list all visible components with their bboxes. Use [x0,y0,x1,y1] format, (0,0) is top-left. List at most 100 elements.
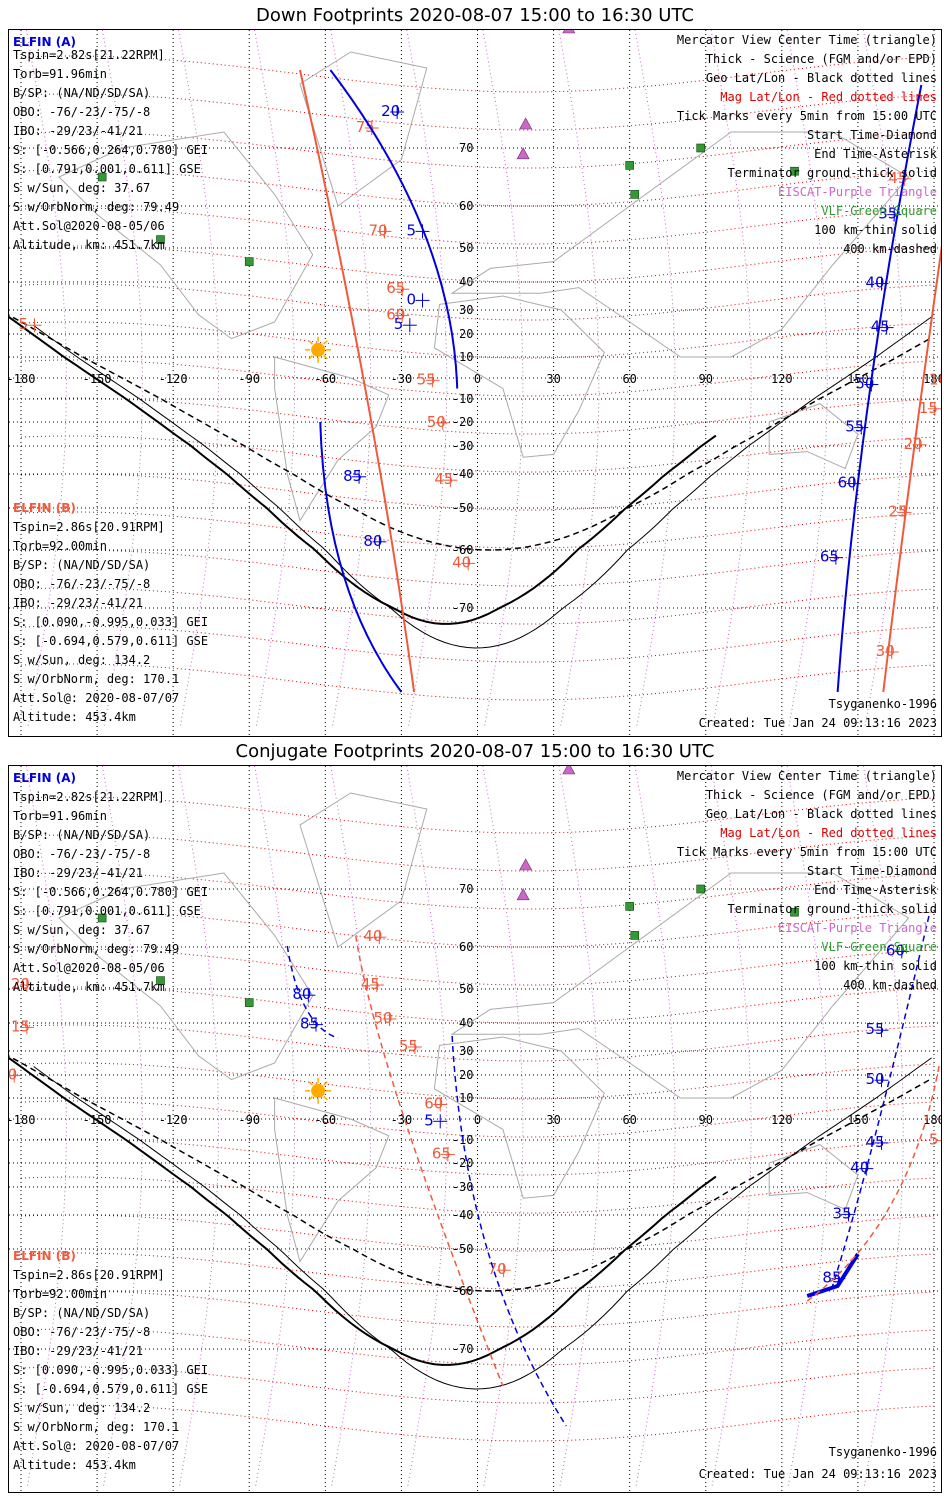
elfin-b-track-label: 55 [417,370,436,388]
mag-lat-line [20,207,935,245]
square-icon [630,190,640,199]
lon-tick-label: -180 [9,372,35,386]
elfin-a-track-label: 5 [406,221,416,239]
elfin-b-track-label: 25 [888,502,907,520]
elfin-a-path [286,945,339,1039]
triangle-icon [562,766,576,775]
elfin-a-s-orb: S w/OrbNorm, deg: 79.49 [13,200,180,214]
lat-tick-label: -50 [452,1242,474,1256]
elfin-b-track-label: 40 [363,927,382,945]
panel-title-down: Down Footprints 2020-08-07 15:00 to 16:3… [256,5,694,26]
elfin-a-s-sun: S w/Sun, deg: 37.67 [13,923,151,937]
mag-lat-line [20,435,935,473]
coastline [274,1097,390,1263]
elfin-b-alt: Altitude: 453.4km [13,710,136,724]
elfin-a-track-label: 60 [838,474,857,492]
coastline [58,872,314,1081]
lat-tick-label: 40 [459,1016,473,1030]
elfin-b-attsol: Att.Sol@: 2020-08-07/07 [13,1439,180,1453]
lon-tick-label: 30 [546,372,560,386]
footer-model: Tsyganenko-1996 [828,697,937,711]
elfin-b-ibo: IBO: -29/23/-41/21 [13,596,144,610]
mag-lat-line [20,587,935,625]
elfin-b-track-label: 40 [452,553,471,571]
elfin-a-track-label: 85 [822,1269,841,1287]
elfin-b-bsp: B/SP: (NA/ND/SD/SA) [13,558,151,572]
mag-lon-line [330,766,372,1487]
lon-tick-label: -60 [314,1113,336,1127]
elfin-b-tspin: Tspin=2.86s[20.91RPM] [13,520,165,534]
elfin-a-tspin: Tspin=2.82s[21.22RPM] [13,790,165,804]
square-icon [625,902,634,911]
legend-line-2: Thick - Science (FGM and/or EPD) [705,52,937,66]
square-icon [156,235,165,244]
lon-tick-label: 0 [474,372,481,386]
coastline [299,51,428,207]
lat-tick-label: -70 [452,601,474,615]
elfin-b-path [806,1065,940,1302]
elfin-a-s-gei: S: [-0.566,0.264,0.780] GEI [13,143,209,157]
terminator-100km [33,316,932,649]
elfin-b-track-label: 75 [356,118,375,136]
elfin-a-track-label: 40 [866,274,885,292]
elfin-a-torb: Torb=91.96min [13,809,107,823]
elfin-b-path [882,245,941,693]
elfin-a-path [319,421,403,693]
sun-icon [305,1077,332,1104]
elfin-b-s-gei: S: [0.090,-0.995,0.033] GEI [13,1363,209,1377]
square-icon [97,913,107,923]
elfin-b-s-orb: S w/OrbNorm, deg: 170.1 [13,1420,180,1434]
elfin-a-name: ELFIN (A) [13,35,76,49]
elfin-a-s-gse: S: [0.791,0.001,0.611] GSE [13,162,201,176]
elfin-a-obo: OBO: -76/-23/-75/-8 [13,105,151,119]
triangle-icon [562,30,576,34]
elfin-a-track-label: 50 [866,1070,885,1088]
elfin-b-path [355,935,504,1387]
elfin-a-path [831,915,930,1287]
terminator-100km [33,1057,932,1390]
elfin-b-track-label: 10 [9,1066,17,1084]
lat-tick-label: -60 [452,1284,474,1298]
elfin-a-info-2: ELFIN (A) Tspin=2.82s[21.22RPM] Torb=91.… [13,772,208,994]
mag-lon-line [482,30,524,727]
elfin-a-alt: Altitude, km: 451.7km [13,238,165,252]
elfin-b-s-gei: S: [0.090,-0.995,0.033] GEI [13,615,209,629]
elfin-b-track-label: 45 [361,975,380,993]
elfin-a-track-label: 65 [820,548,839,566]
lat-tick-label: -60 [452,543,474,557]
mag-lat-line [20,1024,935,1062]
lon-tick-label: 90 [699,1113,713,1127]
elfin-a-track-label: 5 [424,1111,434,1129]
legend-line-8: Terminator ground-thick solid [727,166,937,180]
lat-tick-label: -70 [452,1342,474,1356]
footer-model: Tsyganenko-1996 [828,1445,937,1459]
elfin-a-attsol: Att.Sol@2020-08-05/06 [13,961,165,975]
lon-tick-label: -120 [159,372,188,386]
legend-line-12: 400 km-dashed [843,242,937,256]
legend-line-2: Thick - Science (FGM and/or EPD) [705,788,937,802]
elfin-b-track-label: 45 [434,470,453,488]
lon-tick-label: -180 [9,1113,35,1127]
elfin-a-tspin: Tspin=2.82s[21.22RPM] [13,48,165,62]
elfin-b-obo: OBO: -76/-23/-75/-8 [13,1325,151,1339]
legend: Mercator View Center Time (triangle) Thi… [677,34,937,256]
mag-lat-line [20,1252,935,1290]
mag-lat-line [20,872,935,910]
elfin-a-track-label: 80 [363,532,382,550]
elfin-a-track-label: 85 [343,467,362,485]
mag-lat-line [20,1366,935,1404]
coastline [450,131,910,358]
mag-lat-line [20,55,935,93]
elfin-b-track-label: 55 [399,1037,418,1055]
elfin-b-track-label: 10 [929,370,941,388]
elfin-a-ibo: IBO: -29/23/-41/21 [13,124,144,138]
elfin-a-track-label: 5 [394,315,404,333]
legend-line-9: EISCAT-Purple Triangle [778,185,937,199]
elfin-a-s-gei: S: [-0.566,0.264,0.780] GEI [13,885,209,899]
coastline [768,403,859,470]
mag-lat-line [20,359,935,397]
square-icon [790,907,799,917]
footer-created: Created: Tue Jan 24 09:13:16 2023 [698,716,937,730]
map-panel-down: -180-150-120-90-60-300306090120150180102… [8,29,942,737]
elfin-b-track-label: 15 [919,399,938,417]
